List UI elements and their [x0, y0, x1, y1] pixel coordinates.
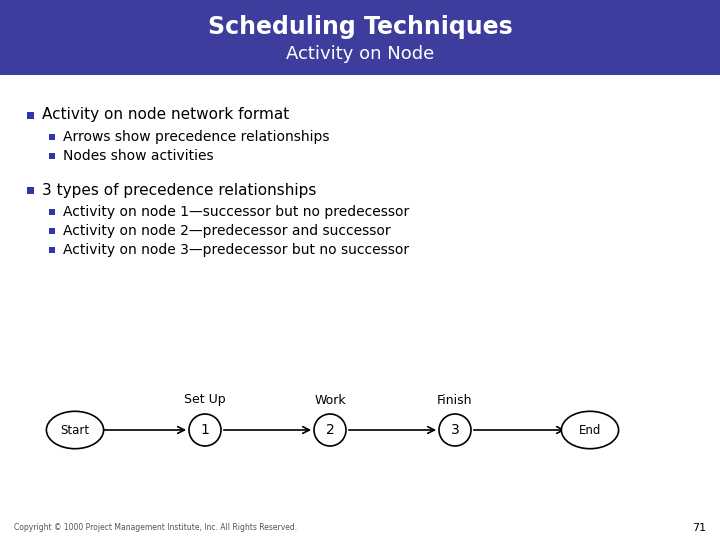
Bar — [27, 186, 34, 193]
Text: Nodes show activities: Nodes show activities — [63, 149, 214, 163]
Text: Finish: Finish — [437, 394, 473, 407]
Bar — [49, 247, 55, 253]
Bar — [49, 228, 55, 234]
Text: Copyright © 1000 Project Management Institute, Inc. All Rights Reserved.: Copyright © 1000 Project Management Inst… — [14, 523, 297, 532]
Bar — [49, 153, 55, 159]
Text: Arrows show precedence relationships: Arrows show precedence relationships — [63, 130, 330, 144]
Text: End: End — [579, 423, 601, 436]
Text: 1: 1 — [201, 423, 210, 437]
Bar — [49, 209, 55, 215]
Bar — [49, 134, 55, 140]
Text: 2: 2 — [325, 423, 334, 437]
Text: Activity on Node: Activity on Node — [286, 45, 434, 63]
Ellipse shape — [562, 411, 618, 449]
Circle shape — [314, 414, 346, 446]
Bar — [0, 0, 720, 75]
Text: Scheduling Techniques: Scheduling Techniques — [207, 15, 513, 39]
Text: Set Up: Set Up — [184, 394, 226, 407]
Circle shape — [439, 414, 471, 446]
Text: 3 types of precedence relationships: 3 types of precedence relationships — [42, 183, 316, 198]
Text: 3: 3 — [451, 423, 459, 437]
Circle shape — [189, 414, 221, 446]
Text: Activity on node 3—predecessor but no successor: Activity on node 3—predecessor but no su… — [63, 243, 409, 257]
Bar — [27, 111, 34, 118]
Text: Activity on node 1—successor but no predecessor: Activity on node 1—successor but no pred… — [63, 205, 409, 219]
Ellipse shape — [46, 411, 104, 449]
Text: Activity on node 2—predecessor and successor: Activity on node 2—predecessor and succe… — [63, 224, 391, 238]
Text: Work: Work — [314, 394, 346, 407]
Text: Start: Start — [60, 423, 89, 436]
Text: Activity on node network format: Activity on node network format — [42, 107, 289, 123]
Text: 71: 71 — [692, 523, 706, 533]
